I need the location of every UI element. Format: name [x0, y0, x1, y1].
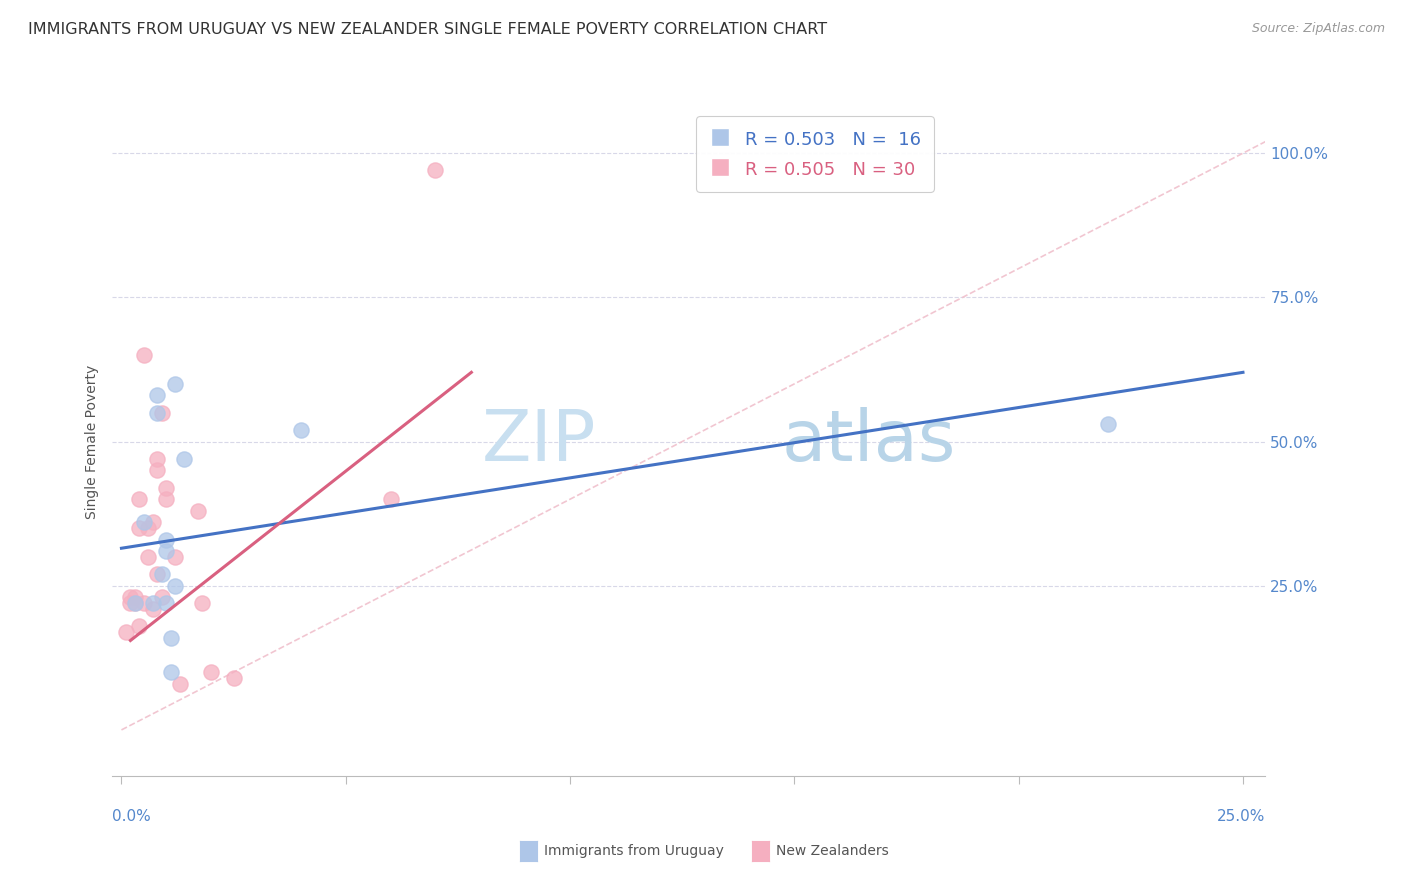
Text: 0.0%: 0.0%	[112, 809, 152, 823]
Point	[120, 591, 142, 605]
Point	[155, 544, 177, 558]
Point	[146, 451, 169, 466]
Point	[155, 596, 177, 610]
Point	[150, 591, 173, 605]
Text: Source: ZipAtlas.com: Source: ZipAtlas.com	[1251, 22, 1385, 36]
Y-axis label: Single Female Poverty: Single Female Poverty	[86, 365, 100, 518]
Point	[155, 492, 177, 507]
Point	[120, 596, 142, 610]
Point	[380, 492, 402, 507]
Point	[173, 451, 195, 466]
Text: 25.0%: 25.0%	[1218, 809, 1265, 823]
Point	[128, 521, 150, 535]
Point	[132, 516, 155, 530]
Text: atlas: atlas	[782, 407, 956, 476]
Point	[146, 463, 169, 477]
Point	[165, 549, 187, 564]
Point	[138, 521, 160, 535]
Point	[128, 619, 150, 633]
Point	[159, 665, 181, 680]
Point	[124, 596, 146, 610]
Point	[142, 516, 165, 530]
Legend: R = 0.503   N =  16, R = 0.505   N = 30: R = 0.503 N = 16, R = 0.505 N = 30	[696, 116, 934, 192]
Point	[1097, 417, 1119, 432]
Point	[146, 388, 169, 402]
Point	[187, 504, 209, 518]
Point	[124, 591, 146, 605]
Point	[115, 624, 138, 639]
Point	[128, 492, 150, 507]
Point	[165, 376, 187, 391]
Point	[138, 549, 160, 564]
Point	[150, 567, 173, 582]
Text: New Zealanders: New Zealanders	[776, 844, 889, 858]
Text: IMMIGRANTS FROM URUGUAY VS NEW ZEALANDER SINGLE FEMALE POVERTY CORRELATION CHART: IMMIGRANTS FROM URUGUAY VS NEW ZEALANDER…	[28, 22, 827, 37]
Point	[132, 596, 155, 610]
Text: Immigrants from Uruguay: Immigrants from Uruguay	[544, 844, 724, 858]
Point	[150, 406, 173, 420]
Point	[191, 596, 214, 610]
Point	[290, 423, 312, 437]
Point	[142, 602, 165, 616]
Point	[159, 631, 181, 645]
Point	[155, 533, 177, 547]
Point	[169, 677, 191, 691]
Point	[132, 348, 155, 362]
Text: ZIP: ZIP	[482, 407, 596, 476]
Point	[146, 406, 169, 420]
Point	[124, 596, 146, 610]
Point	[142, 596, 165, 610]
Point	[165, 579, 187, 593]
Point	[200, 665, 222, 680]
Point	[146, 567, 169, 582]
Point	[425, 163, 447, 178]
Point	[222, 671, 245, 685]
Point	[155, 481, 177, 495]
